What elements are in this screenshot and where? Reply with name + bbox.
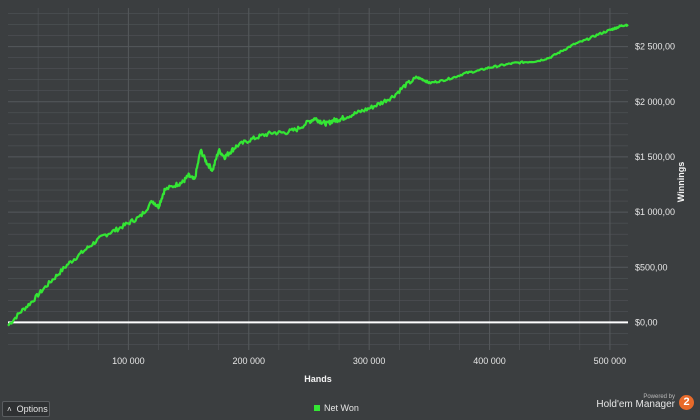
options-label: Options <box>16 404 48 414</box>
chevron-up-icon: ˄ <box>7 404 12 414</box>
x-tick-labels: 100 000 200 000 300 000 400 000 500 000 <box>112 356 626 366</box>
y-tick-label: $500,00 <box>635 262 668 272</box>
y-tick-label: $1 500,00 <box>635 152 675 162</box>
y-tick-labels: $0,00 $500,00 $1 000,00 $1 500,00 $2 000,00 $… <box>635 42 675 328</box>
options-button[interactable]: ˄ Options <box>2 401 50 417</box>
brand: Powered by Hold'em Manager 2 <box>596 394 694 411</box>
y-tick-label: $1 000,00 <box>635 207 675 217</box>
legend-label: Net Won <box>324 403 359 413</box>
y-tick-label: $2 000,00 <box>635 97 675 107</box>
y-tick-label: $2 500,00 <box>635 42 675 52</box>
x-tick-label: 100 000 <box>112 356 145 366</box>
x-tick-label: 200 000 <box>233 356 266 366</box>
series-line-net-won <box>7 23 629 327</box>
y-tick-label: $0,00 <box>635 317 658 327</box>
winnings-chart: 100 000 200 000 300 000 400 000 500 000 $0,0… <box>7 8 686 384</box>
brand-powered-by: Powered by <box>643 394 675 400</box>
x-tick-label: 300 000 <box>353 356 386 366</box>
legend-swatch <box>314 405 320 411</box>
x-tick-label: 500 000 <box>594 356 627 366</box>
brand-text: Powered by Hold'em Manager <box>596 394 675 411</box>
grid <box>8 8 628 350</box>
brand-logo-badge: 2 <box>679 394 694 410</box>
x-tick-label: 400 000 <box>473 356 506 366</box>
y-axis-title: Winnings <box>676 162 686 202</box>
brand-name: Hold'em Manager <box>596 399 675 411</box>
legend: Net Won <box>314 403 359 413</box>
x-axis-title: Hands <box>304 374 332 384</box>
